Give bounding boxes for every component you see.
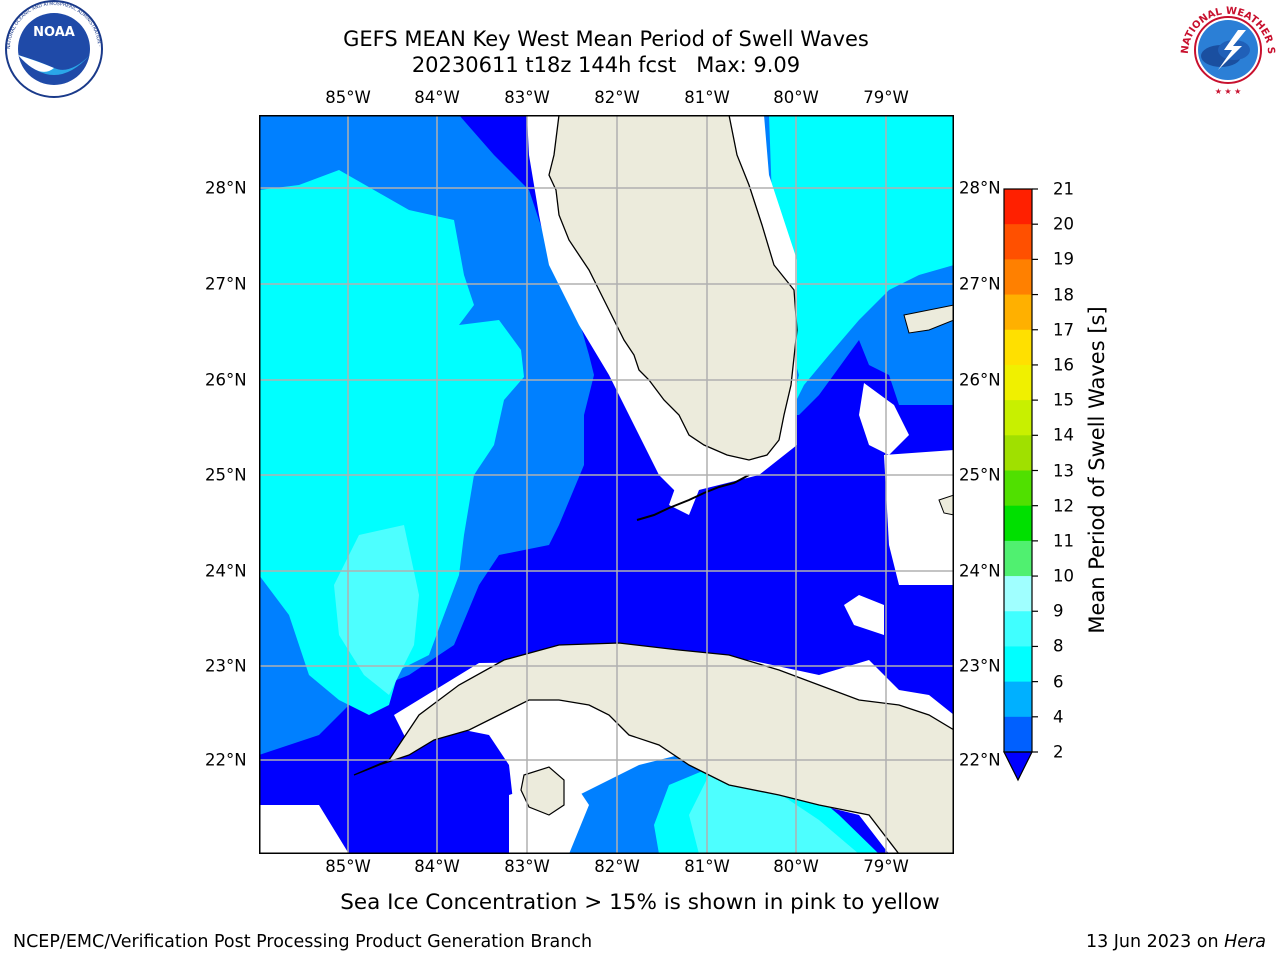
mask-area xyxy=(669,465,709,515)
colorbar-segment xyxy=(1004,329,1032,366)
colorbar-tick-label: 20 xyxy=(1053,214,1074,234)
mask-area xyxy=(859,383,909,455)
mask-area xyxy=(884,450,954,585)
colorbar-segment xyxy=(1004,540,1032,577)
colorbar-segment xyxy=(1004,400,1032,436)
lon-label: 82°W xyxy=(594,88,640,107)
lon-label: 79°W xyxy=(863,857,909,876)
colorbar-tick-label: 4 xyxy=(1053,707,1064,727)
lon-label: 83°W xyxy=(504,88,550,107)
lon-label: 85°W xyxy=(325,857,371,876)
colorbar-segment xyxy=(1004,435,1032,471)
ocean-6-8-region-east xyxy=(769,115,954,415)
colorbar-segment xyxy=(1004,259,1032,296)
colorbar-segment xyxy=(1004,505,1032,542)
credit-right: 13 Jun 2023 on Hera xyxy=(1086,932,1266,952)
credit-date: 13 Jun 2023 on xyxy=(1085,932,1225,952)
colorbar-tick-label: 13 xyxy=(1053,461,1074,480)
lat-label: 27°N xyxy=(959,274,1001,294)
land-bahamas xyxy=(903,304,954,334)
colorbar-tick-label: 2 xyxy=(1053,742,1064,762)
lat-label: 25°N xyxy=(205,465,247,485)
lat-label: 24°N xyxy=(205,561,247,581)
lat-label: 24°N xyxy=(959,561,1001,581)
lon-label: 83°W xyxy=(504,857,550,876)
lon-label: 84°W xyxy=(414,88,460,107)
colorbar-segment xyxy=(1004,470,1032,507)
colorbar-tick-label: 9 xyxy=(1053,601,1064,621)
noaa-logo-text: NOAA xyxy=(33,25,75,40)
colorbar-segment xyxy=(1004,224,1032,260)
lat-label: 26°N xyxy=(959,370,1001,390)
credit-host: Hera xyxy=(1224,932,1266,952)
lat-label: 23°N xyxy=(205,656,247,676)
chart-title: GEFS MEAN Key West Mean Period of Swell … xyxy=(200,26,1012,78)
lat-label: 22°N xyxy=(959,750,1001,770)
mask-area xyxy=(259,805,349,854)
colorbar-segment xyxy=(1004,294,1032,331)
lat-label: 26°N xyxy=(205,370,247,390)
colorbar-segment xyxy=(1004,189,1032,225)
colorbar-tick-label: 14 xyxy=(1053,425,1074,445)
colorbar-segment xyxy=(1004,646,1032,683)
colorbar-segment xyxy=(1004,364,1032,401)
mask-area xyxy=(844,595,884,635)
colorbar-segment xyxy=(1004,576,1032,612)
lon-label: 84°W xyxy=(414,857,460,876)
credit-left: NCEP/EMC/Verification Post Processing Pr… xyxy=(13,932,593,952)
graticule xyxy=(259,115,954,854)
colorbar-segment xyxy=(1004,681,1032,718)
lat-label: 27°N xyxy=(205,274,247,294)
land-isla-juventud xyxy=(520,766,565,816)
colorbar-tick-label: 15 xyxy=(1053,390,1074,410)
florida-keys xyxy=(636,474,750,521)
sea-ice-note: Sea Ice Concentration > 15% is shown in … xyxy=(340,890,940,915)
lat-label: 28°N xyxy=(959,178,1001,198)
colorbar xyxy=(1003,188,1038,782)
lon-label: 80°W xyxy=(773,88,819,107)
lat-label: 28°N xyxy=(205,178,247,198)
subtitle-line: 20230611 t18z 144h fcst Max: 9.09 xyxy=(411,53,801,77)
lon-label: 81°W xyxy=(684,88,730,107)
colorbar-tick-label: 10 xyxy=(1053,566,1074,586)
colorbar-segment xyxy=(1004,611,1032,647)
lat-label: 25°N xyxy=(959,465,1001,485)
lon-label: 79°W xyxy=(863,88,909,107)
ocean-8-10-region-south xyxy=(689,775,859,854)
lon-label: 80°W xyxy=(773,857,819,876)
colorbar-label: Mean Period of Swell Waves [s] xyxy=(1085,306,1109,634)
land-cuba xyxy=(353,642,954,854)
colorbar-tick-label: 18 xyxy=(1053,285,1074,305)
colorbar-tick-label: 6 xyxy=(1053,672,1064,692)
colorbar-tick-label: 8 xyxy=(1053,636,1064,656)
title-line: GEFS MEAN Key West Mean Period of Swell … xyxy=(343,27,869,51)
map-frame xyxy=(259,115,954,854)
colorbar-tick-label: 21 xyxy=(1053,179,1074,199)
lat-label: 22°N xyxy=(205,750,247,770)
ocean-8-10-region xyxy=(334,525,419,695)
colorbar-tick-label: 16 xyxy=(1053,355,1074,375)
ocean-6-8-region xyxy=(259,170,524,715)
colorbar-segment xyxy=(1004,716,1032,753)
map-plot xyxy=(259,115,954,854)
land-bahamas xyxy=(938,494,954,516)
colorbar-extend-arrow xyxy=(1003,751,1033,782)
land-florida xyxy=(548,115,798,461)
colorbar-tick-label: 11 xyxy=(1053,531,1074,551)
colorbar-tick-label: 12 xyxy=(1053,496,1074,516)
lon-label: 85°W xyxy=(325,88,371,107)
svg-text:★ ★ ★: ★ ★ ★ xyxy=(1215,87,1242,96)
colorbar-tick-label: 19 xyxy=(1053,249,1074,269)
colorbar-tick-label: 17 xyxy=(1053,320,1074,340)
lon-label: 82°W xyxy=(594,857,640,876)
lon-label: 81°W xyxy=(684,857,730,876)
nws-logo: NATIONAL WEATHER SERVICE ★ ★ ★ xyxy=(1176,0,1276,97)
lat-label: 23°N xyxy=(959,656,1001,676)
noaa-logo: NOAA NATIONAL OCEANIC AND ATMOSPHERIC AD… xyxy=(0,0,103,98)
